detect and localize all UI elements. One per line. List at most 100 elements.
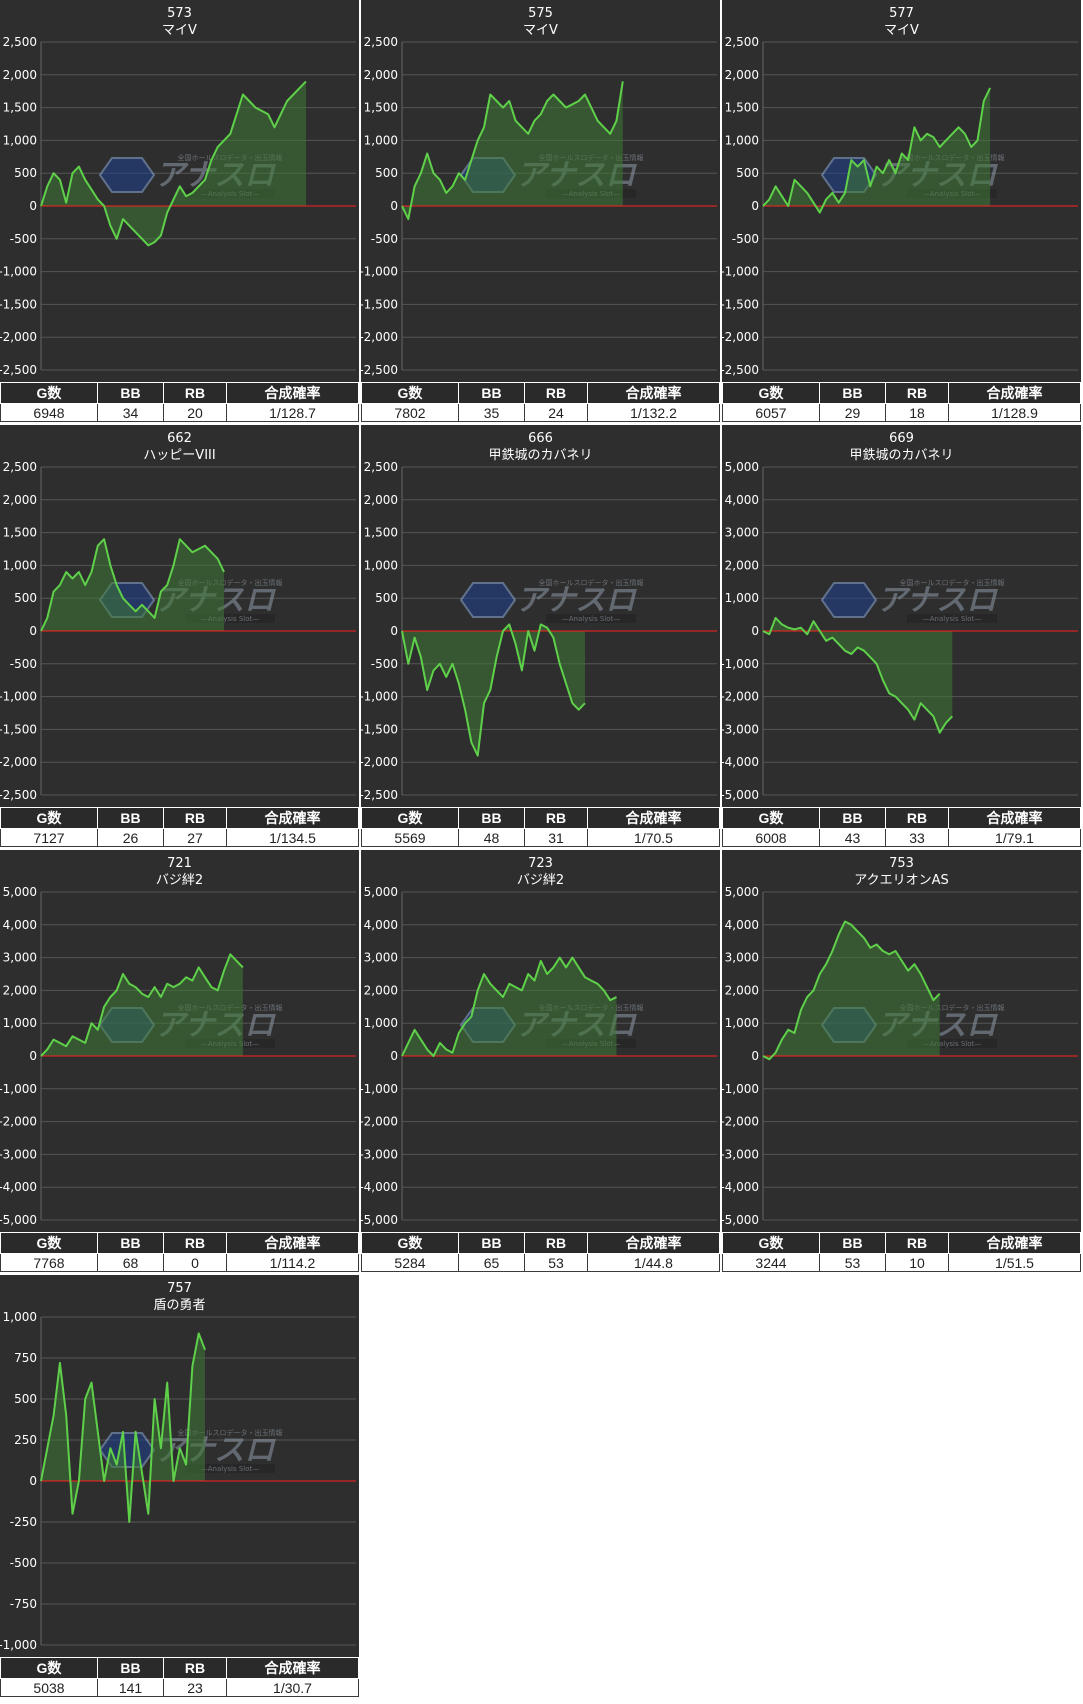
stats-table: G数 BB RB 合成確率 6057 29 18 1/128.9 (722, 382, 1081, 422)
y-tick-label: 0 (751, 199, 759, 213)
stats-value-rate: 1/132.2 (587, 403, 720, 422)
y-tick-label: 1,500 (3, 526, 37, 540)
stats-value-rate: 1/128.9 (948, 403, 1081, 422)
y-tick-label: -5,000 (361, 1213, 398, 1227)
y-tick-label: 0 (390, 624, 398, 638)
y-tick-label: 3,000 (725, 526, 759, 540)
chart-machine-number: 753 (889, 856, 914, 871)
chart-machine-name: マイV (162, 23, 197, 38)
chart-machine-name: バジ絆2 (156, 873, 203, 888)
stats-table: G数 BB RB 合成確率 6948 34 20 1/128.7 (0, 382, 359, 422)
stats-value-rate: 1/51.5 (948, 1253, 1081, 1272)
series-line (40, 1332, 206, 1523)
y-tick-label: 2,000 (3, 68, 37, 82)
y-tick-label: 0 (390, 199, 398, 213)
chart-svg: 721 バジ絆2 5,000 4,000 3,000 2,000 1,000 0 -1,000 -… (0, 850, 359, 1232)
y-tick-label: -3,000 (0, 1147, 37, 1161)
chart-machine-name: バジ絆2 (517, 873, 564, 888)
chart-svg: 662 ハッピーVIII 2,500 2,000 1,500 1,000 500 0 -500 -… (0, 425, 359, 807)
y-tick-label: -1,500 (0, 722, 37, 736)
stats-value-rb: 24 (524, 403, 588, 422)
y-tick-label: 1,000 (725, 133, 759, 147)
y-tick-label: -2,000 (361, 755, 398, 769)
y-tick-label: -2,000 (361, 1115, 398, 1129)
stats-header-rb: RB (163, 807, 227, 829)
y-tick-label: 0 (29, 624, 37, 638)
stats-value-rate: 1/79.1 (948, 828, 1081, 847)
watermark-logo-text: アナスロ (516, 583, 637, 618)
chart-machine-number: 757 (167, 1281, 192, 1296)
stats-value-games: 7127 (0, 828, 98, 847)
y-tick-label: 0 (751, 624, 759, 638)
y-tick-label: 1,000 (725, 1016, 759, 1030)
chart-panel: 721 バジ絆2 5,000 4,000 3,000 2,000 1,000 0 -1,000 -… (0, 850, 359, 1272)
y-tick-label: -2,500 (0, 363, 37, 377)
stats-table: G数 BB RB 合成確率 6008 43 33 1/79.1 (722, 807, 1081, 847)
stats-value-games: 7802 (361, 403, 459, 422)
y-tick-label: -1,500 (361, 722, 398, 736)
chart-machine-number: 721 (167, 856, 192, 871)
y-tick-label: -2,000 (0, 1115, 37, 1129)
y-tick-label: -500 (10, 657, 37, 671)
stats-header-games: G数 (361, 807, 459, 829)
area-fill (41, 539, 224, 631)
chart-svg: 573 マイV 2,500 2,000 1,500 1,000 500 0 -500 -1,000… (0, 0, 359, 382)
chart-panel: 577 マイV 2,500 2,000 1,500 1,000 500 0 -500 -1,000… (722, 0, 1081, 422)
stats-header-games: G数 (0, 807, 98, 829)
y-tick-label: 1,000 (364, 558, 398, 572)
stats-header-games: G数 (361, 382, 459, 404)
series-line (762, 87, 992, 214)
stats-value-rb: 18 (885, 403, 949, 422)
y-tick-label: -1,000 (361, 265, 398, 279)
y-tick-label: 250 (14, 1433, 37, 1447)
chart-machine-name: 甲鉄城のカバネリ (488, 448, 592, 463)
y-tick-label: 500 (14, 166, 37, 180)
stats-value-rb: 23 (163, 1678, 227, 1697)
area-fill (763, 921, 940, 1060)
area-fill (763, 87, 991, 213)
y-tick-label: -4,000 (361, 1180, 398, 1194)
stats-value-rb: 53 (524, 1253, 588, 1272)
y-tick-label: 1,000 (3, 558, 37, 572)
stats-header-bb: BB (819, 1232, 886, 1254)
stats-header-rate: 合成確率 (948, 807, 1081, 829)
y-tick-label: 2,500 (3, 35, 37, 49)
y-tick-label: 4,000 (725, 493, 759, 507)
y-tick-label: 1,000 (3, 1016, 37, 1030)
chart-machine-name: 甲鉄城のカバネリ (849, 448, 953, 463)
y-tick-label: 0 (390, 1049, 398, 1063)
series-line (40, 953, 244, 1057)
stats-header-rate: 合成確率 (587, 807, 720, 829)
watermark-tagline: 全国ホールスロデータ・出玉情報 (178, 578, 283, 587)
area-fill (41, 81, 306, 246)
chart-machine-number: 573 (167, 6, 192, 21)
y-tick-label: 500 (375, 166, 398, 180)
y-tick-label: 1,000 (364, 133, 398, 147)
stats-value-rate: 1/134.5 (226, 828, 359, 847)
y-tick-label: -2,000 (722, 1115, 759, 1129)
watermark-sub: —Analysis Slot— (201, 615, 259, 623)
y-tick-label: 2,500 (3, 460, 37, 474)
y-tick-label: 1,000 (725, 591, 759, 605)
y-tick-label: -3,000 (722, 1147, 759, 1161)
chart-machine-name: マイV (884, 23, 919, 38)
y-tick-label: -3,000 (722, 722, 759, 736)
y-tick-label: 0 (29, 1049, 37, 1063)
stats-header-games: G数 (0, 1657, 98, 1679)
stats-header-bb: BB (458, 1232, 525, 1254)
y-tick-label: 4,000 (364, 918, 398, 932)
watermark-subbar (546, 614, 636, 623)
series-line (762, 920, 941, 1061)
watermark-subbar (907, 1039, 997, 1048)
series-line (401, 81, 624, 221)
y-tick-label: -2,500 (361, 363, 398, 377)
y-tick-label: 4,000 (3, 918, 37, 932)
stats-header-games: G数 (0, 382, 98, 404)
series-line (401, 623, 586, 757)
y-tick-label: -2,500 (722, 363, 759, 377)
chart-svg: 753 アクエリオンAS 5,000 4,000 3,000 2,000 1,000 0 -1,… (722, 850, 1081, 1232)
chart-panel: 757 盾の勇者 1,000 750 500 250 0 -250 -500 -750 -1,000… (0, 1275, 359, 1697)
area-fill (402, 957, 617, 1056)
stats-header-rate: 合成確率 (948, 1232, 1081, 1254)
y-tick-label: -2,500 (0, 788, 37, 802)
